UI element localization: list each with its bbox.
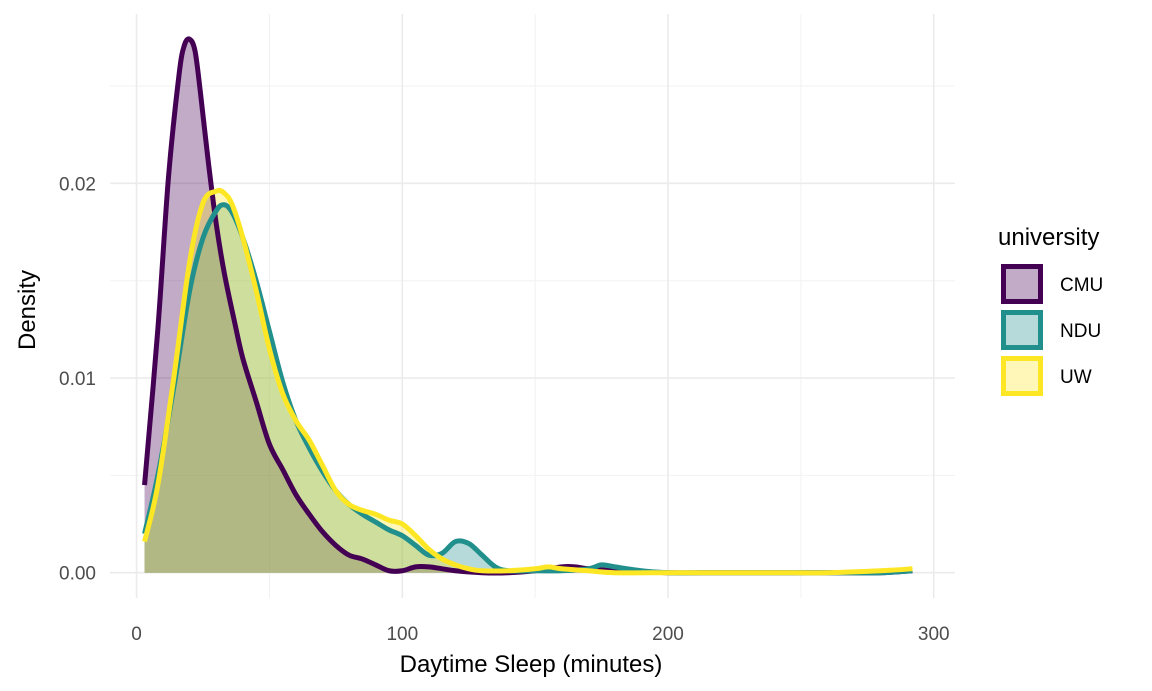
y-axis-ticks: 0.00 0.01 0.02	[59, 174, 96, 584]
legend: university CMU NDU UW	[998, 224, 1103, 396]
y-axis-title: Density	[14, 270, 41, 350]
y-tick-label: 0.01	[59, 369, 96, 390]
x-tick-label: 0	[131, 624, 142, 645]
legend-key-bg	[1002, 311, 1042, 349]
density-area-cmu	[144, 38, 913, 573]
legend-key-cmu	[1001, 264, 1043, 304]
legend-key-bg	[1002, 357, 1042, 395]
density-lines	[142, 36, 913, 576]
legend-keys: CMU NDU UW	[1001, 264, 1103, 396]
legend-title: university	[998, 224, 1099, 251]
density-line-ndu	[142, 202, 913, 576]
y-tick-label: 0.00	[59, 564, 96, 585]
x-tick-label: 300	[918, 624, 950, 645]
grid-minor	[110, 14, 955, 598]
legend-key-ndu	[1001, 310, 1043, 350]
legend-label-cmu: CMU	[1060, 275, 1103, 296]
density-line-uw	[142, 187, 913, 576]
legend-label-uw: UW	[1060, 367, 1092, 388]
y-tick-label: 0.02	[59, 174, 96, 195]
density-area-uw	[144, 190, 913, 573]
legend-key-uw	[1001, 356, 1043, 396]
x-axis-title: Daytime Sleep (minutes)	[400, 651, 663, 678]
x-tick-label: 100	[386, 624, 418, 645]
x-tick-label: 200	[652, 624, 684, 645]
x-axis-ticks: 0 100 200 300	[131, 624, 949, 645]
legend-key-bg	[1002, 265, 1042, 303]
legend-label-ndu: NDU	[1060, 321, 1101, 342]
